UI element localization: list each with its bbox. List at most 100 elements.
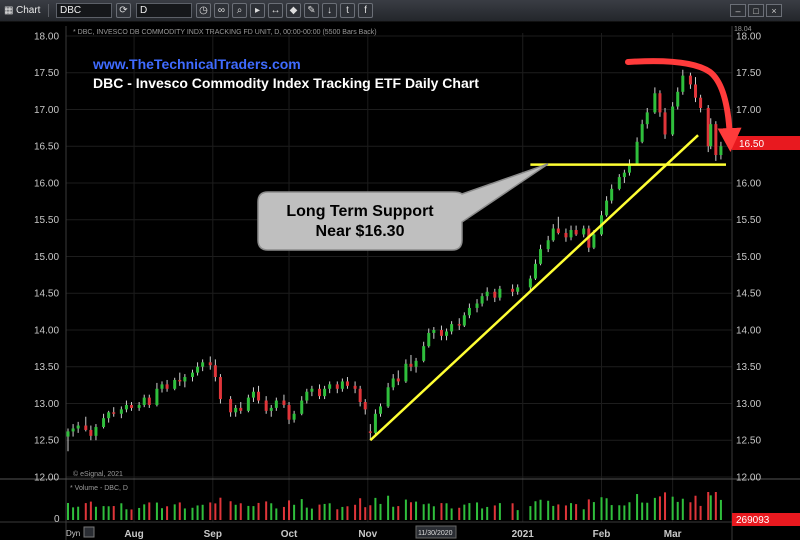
support-callout: Long Term Support Near $16.30: [257, 163, 549, 251]
volume-bar: [72, 507, 75, 520]
volume-bar: [653, 497, 656, 520]
volume-bar: [239, 503, 242, 520]
volume-bar: [257, 502, 260, 520]
volume-bar: [247, 505, 250, 520]
candle-body: [160, 384, 164, 389]
volume-bar: [252, 506, 255, 520]
candle-body: [358, 388, 362, 403]
history-icon[interactable]: ◷: [196, 3, 211, 18]
volume-bar: [300, 499, 303, 520]
link-icon[interactable]: ∞: [214, 3, 229, 18]
candle-body: [373, 413, 377, 433]
candle-body: [130, 404, 134, 408]
x-tick-label: Oct: [281, 529, 298, 540]
volume-bar: [346, 506, 349, 520]
chart-grid-icon[interactable]: ▦: [4, 5, 14, 16]
candle-body: [480, 296, 484, 304]
candle-body: [422, 346, 426, 361]
volume-bar: [161, 508, 163, 520]
callout-line-2: Near $16.30: [316, 223, 405, 240]
volume-bar: [219, 497, 222, 520]
twitter-icon[interactable]: t: [340, 3, 355, 18]
candle-body: [719, 146, 723, 156]
y-tick-label-right: 13.00: [736, 399, 761, 410]
candle-body: [653, 93, 657, 113]
candle-body: [404, 363, 408, 382]
chart-info-line: * DBC, INVESCO DB COMMODITY INDX TRACKIN…: [73, 29, 377, 36]
volume-bar: [486, 506, 489, 520]
facebook-icon[interactable]: f: [358, 3, 373, 18]
candle-body: [71, 428, 75, 432]
candle-body: [396, 378, 400, 382]
website-url[interactable]: www.TheTechnicalTraders.com: [92, 56, 301, 72]
candle-body: [414, 360, 418, 367]
volume-bar: [557, 504, 560, 520]
y-tick-label-left: 12.00: [34, 473, 59, 484]
volume-bar: [450, 508, 453, 520]
volume-bar: [699, 505, 702, 520]
y-tick-label-left: 13.00: [34, 399, 59, 410]
volume-bar: [67, 502, 69, 520]
candle-body: [498, 288, 502, 298]
drawing-icon[interactable]: ✎: [304, 3, 319, 18]
candle-body: [493, 291, 497, 298]
volume-bar: [468, 503, 471, 520]
search-icon[interactable]: ⌕: [232, 3, 247, 18]
volume-bar: [709, 495, 712, 520]
y-tick-label-left: 14.50: [34, 289, 59, 300]
symbol-input[interactable]: [56, 3, 112, 18]
volume-bar: [209, 502, 212, 520]
candle-body: [292, 413, 296, 420]
volume-bar: [270, 503, 273, 520]
volume-bar: [323, 503, 326, 520]
candle-body: [546, 240, 550, 250]
x-tick-label: Mar: [664, 529, 682, 540]
play-icon[interactable]: ▸: [250, 3, 265, 18]
volume-bar: [628, 502, 631, 520]
dyn-label[interactable]: Dyn: [66, 529, 80, 538]
candle-body: [709, 124, 713, 147]
zoom-toggle-icon[interactable]: [83, 526, 95, 538]
refresh-icon[interactable]: ⟳: [116, 3, 131, 18]
volume-bar: [138, 507, 141, 520]
candle-body: [94, 427, 98, 436]
last-price-value: 16.50: [739, 139, 764, 150]
x-tick-label: 2021: [512, 529, 535, 540]
sync-icon[interactable]: ↔: [268, 3, 283, 18]
volume-bar: [582, 509, 585, 520]
y-tick-label-right: 15.50: [736, 215, 761, 226]
candle-body: [432, 329, 436, 333]
candle-body: [124, 404, 128, 410]
volume-bar: [112, 506, 115, 520]
last-volume-tag: [732, 513, 800, 526]
candle-body: [511, 288, 515, 292]
candle-body: [574, 230, 578, 235]
candle-body: [368, 431, 372, 433]
candle-body: [89, 429, 93, 436]
y-tick-label-left: 15.00: [34, 252, 59, 263]
minimize-icon[interactable]: –: [730, 4, 746, 17]
candle-body: [66, 431, 70, 437]
volume-bar: [84, 503, 87, 520]
maximize-icon[interactable]: □: [748, 4, 764, 17]
interval-input[interactable]: [136, 3, 192, 18]
date-cursor-tag: [415, 525, 457, 539]
candle-body: [305, 391, 309, 401]
candle-body: [569, 230, 573, 238]
tag-icon[interactable]: ◆: [286, 3, 301, 18]
download-icon[interactable]: ↓: [322, 3, 337, 18]
y-tick-label-right: 18.00: [736, 31, 761, 42]
volume-bar: [539, 499, 542, 520]
close-icon[interactable]: ×: [766, 4, 782, 17]
candle-body: [635, 141, 639, 164]
candle-body: [183, 377, 187, 382]
candle-body: [300, 400, 304, 414]
x-tick-label: Nov: [358, 529, 377, 540]
price-top-clip: 18.04: [734, 26, 752, 33]
candle-body: [76, 425, 80, 429]
volume-bar: [427, 503, 430, 520]
candle-body: [201, 362, 205, 367]
candle-body: [676, 91, 680, 107]
candle-body: [617, 177, 621, 189]
candle-body: [386, 387, 390, 407]
